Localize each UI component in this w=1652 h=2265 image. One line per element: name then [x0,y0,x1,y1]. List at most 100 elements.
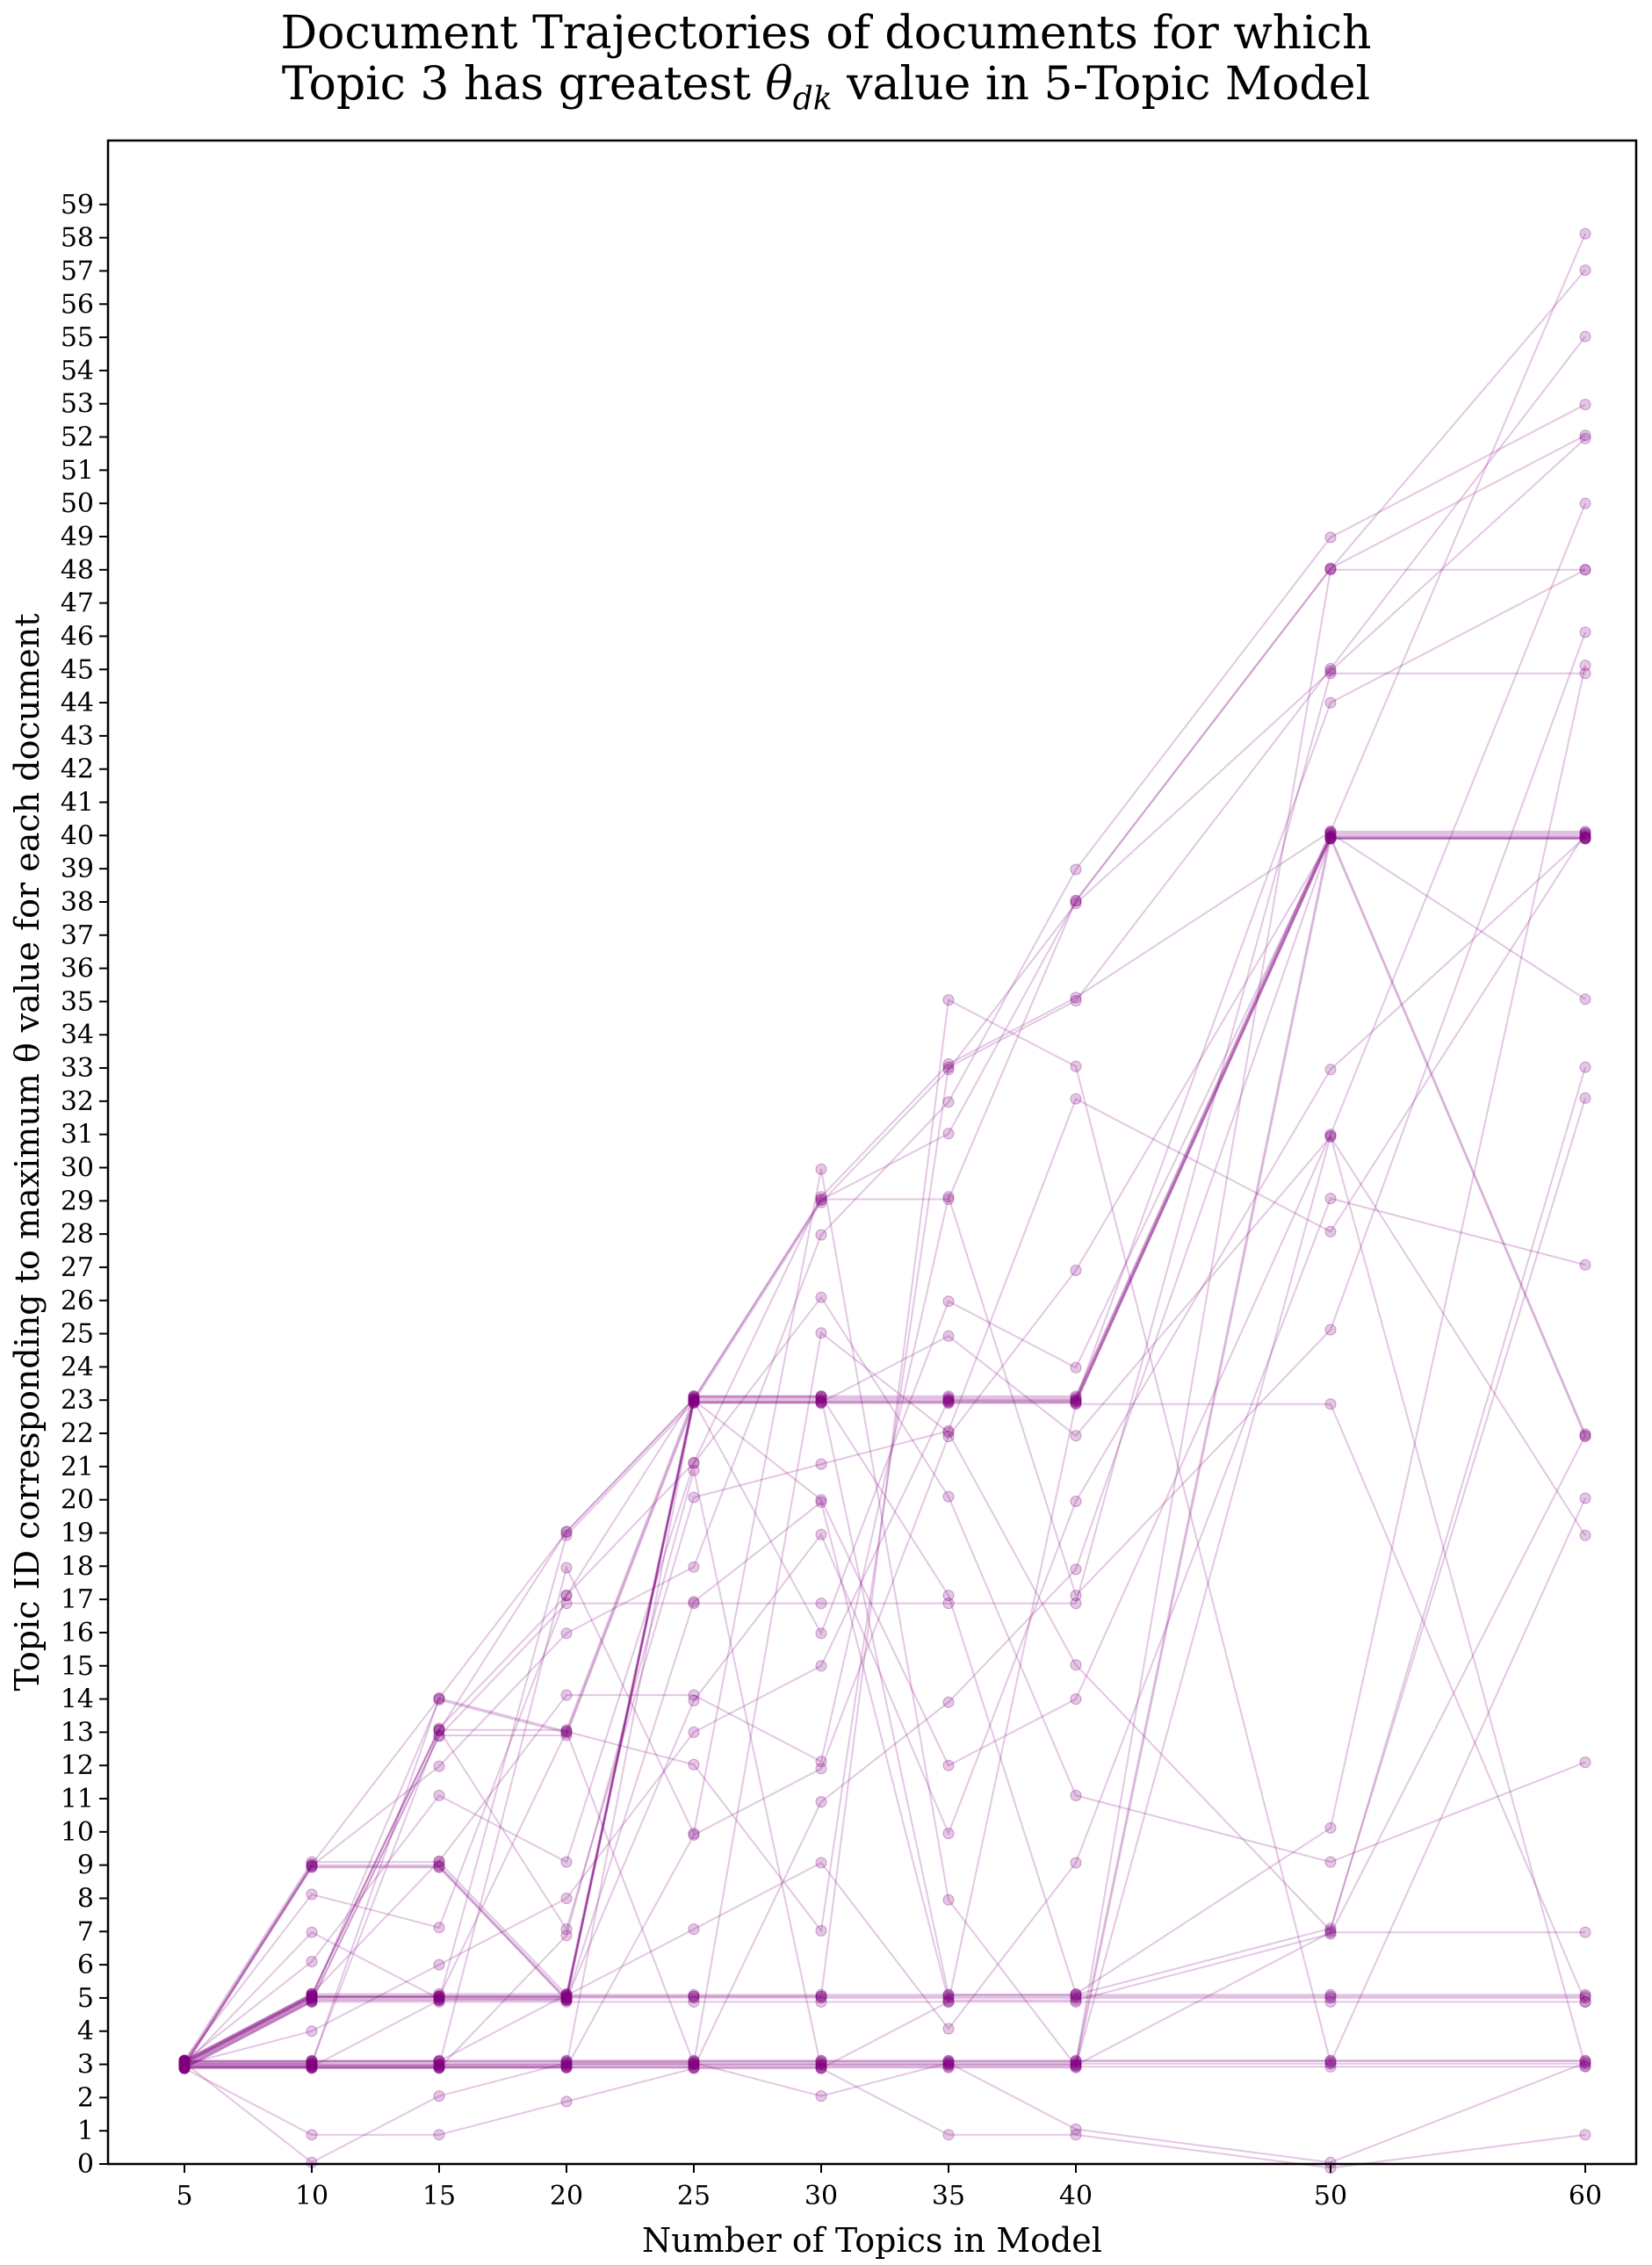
trajectory-point [306,2025,318,2038]
trajectory-point [942,1191,955,1203]
trajectory-point [815,1194,827,1205]
trajectory-point [815,2054,827,2067]
trajectory-point [815,1598,827,1610]
trajectory-point [1070,1361,1082,1374]
trajectory-point [433,1694,445,1706]
trajectory-point [1070,1988,1082,2001]
trajectory-point [1324,563,1337,575]
trajectory-point [815,2059,827,2071]
trajectory-point [815,1990,827,2002]
trajectory-point [178,2059,191,2071]
trajectory-point [942,1128,955,1140]
trajectory-point [1579,2129,1591,2141]
trajectory-line [184,2001,1585,2069]
trajectory-point [560,2095,573,2108]
trajectory-point [942,1992,955,2004]
trajectory-point [688,1456,700,1468]
trajectory-point [1324,1130,1337,1142]
theta-subscript: dk [792,81,833,118]
trajectory-point [1324,696,1337,709]
trajectory-point [306,1987,318,2000]
x-tick-label: 30 [804,2181,838,2211]
trajectory-point [1070,2059,1082,2072]
trajectory-point [1070,898,1082,910]
trajectory-point [1070,863,1082,876]
trajectory-point [1579,833,1591,845]
trajectory-point [1579,1428,1591,1440]
trajectory-point [1070,1392,1082,1403]
trajectory-point [178,2054,191,2067]
y-tick-label: 55 [61,322,94,353]
trajectory-point [815,1229,827,1241]
trajectory-point [942,2058,955,2070]
trajectory-point [433,1692,445,1705]
trajectory-line [184,403,1586,2067]
trajectory-point [815,1291,827,1303]
trajectory-point [1324,564,1337,576]
trajectory-line [184,2067,1586,2169]
trajectory-point [815,1924,827,1937]
trajectory-point [1324,665,1337,677]
trajectory-point [688,1596,700,1608]
trajectory-point [433,1991,445,2003]
trajectory-point [688,2057,700,2069]
trajectory-point [560,2061,573,2074]
trajectory-point [1579,1988,1591,2001]
trajectory-point [688,1561,700,1573]
trajectory-point [942,1061,955,1073]
trajectory-point [815,1396,827,1408]
y-tick-label: 50 [61,488,94,519]
y-tick-label: 35 [61,986,94,1017]
y-tick-label: 56 [61,289,94,320]
y-tick-label: 10 [61,1817,94,1848]
y-tick-label: 16 [61,1618,94,1648]
trajectory-point [1324,1821,1337,1834]
y-tick-label: 2 [77,2082,94,2113]
trajectory-point [1579,227,1591,240]
trajectory-point [306,1989,318,2002]
trajectory-point [1324,1990,1337,2002]
trajectory-point [178,2055,191,2067]
y-tick-label: 51 [61,455,94,486]
trajectory-point [688,1392,700,1404]
y-tick-label: 57 [61,256,94,286]
y-tick-label: 11 [61,1784,94,1814]
trajectory-point [1324,832,1337,844]
trajectory-point [433,1989,445,2002]
trajectory-point [1070,1496,1082,1507]
trajectory-point [815,1660,827,1672]
trajectory-point [178,2055,191,2067]
trajectory-point [560,1724,573,1736]
trajectory-point [942,1330,955,1342]
trajectory-point [942,1194,955,1205]
trajectory-point [306,2058,318,2070]
y-tick-label: 7 [77,1916,94,1947]
trajectory-point [178,2058,191,2070]
y-tick-label: 15 [61,1651,94,1682]
trajectory-point [688,1990,700,2002]
trajectory-line [184,502,1586,2066]
trajectory-point [688,1396,700,1408]
trajectory-line [184,837,1585,2067]
trajectory-point [178,2056,191,2068]
trajectory-point [815,2059,827,2071]
trajectory-point [433,1987,445,2000]
trajectory-point [942,994,955,1006]
trajectory-point [178,2056,191,2068]
trajectory-point [1579,399,1591,411]
trajectory-point [433,1729,445,1742]
trajectory-point [942,2057,955,2069]
trajectory-point [688,1396,700,1408]
trajectory-point [942,1894,955,1906]
trajectory-layer [178,227,1591,2174]
trajectory-point [560,1993,573,2005]
trajectory-line [184,833,1586,2067]
trajectory-point [433,1724,445,1736]
trajectory-point [560,1726,573,1737]
trajectory-line [184,830,1585,2061]
trajectory-point [1070,1590,1082,1602]
trajectory-point [1070,1598,1082,1610]
trajectory-point [688,2058,700,2070]
trajectory-line [184,1295,1586,2062]
trajectory-point [1579,497,1591,509]
